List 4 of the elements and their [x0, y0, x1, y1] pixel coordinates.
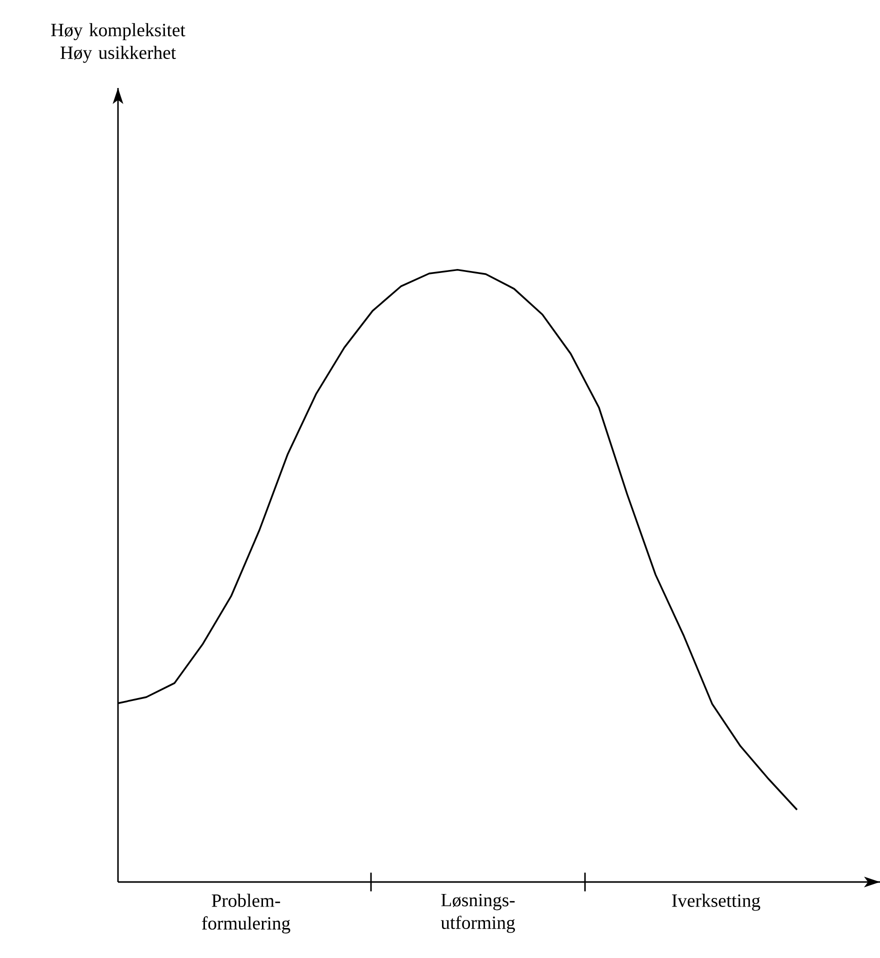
text: Høy kompleksitet Høy usikkerhet	[51, 23, 186, 63]
text: Problem- formulering	[202, 894, 290, 934]
text: Løsnings- utforming	[440, 894, 515, 933]
text: Iverksetting	[672, 894, 760, 911]
